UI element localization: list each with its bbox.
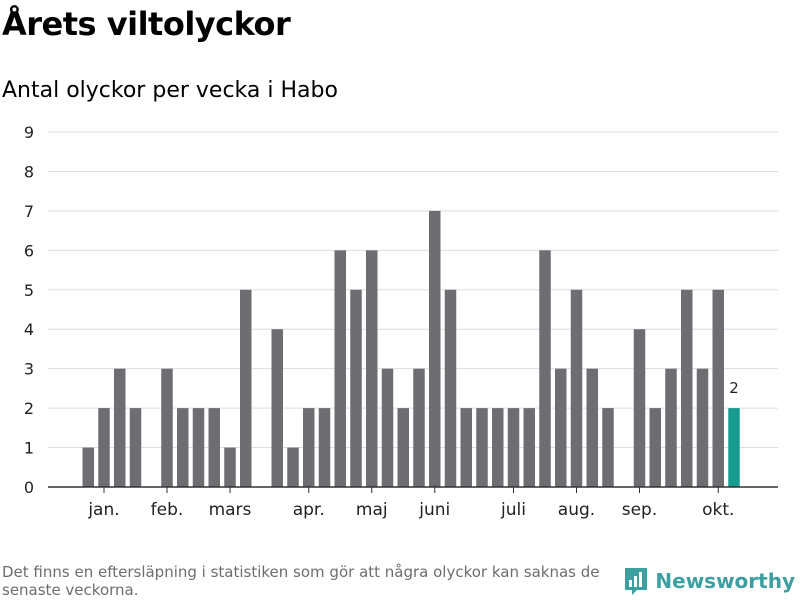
bar	[161, 368, 173, 487]
bar	[192, 408, 205, 487]
bar	[98, 408, 110, 487]
bar	[586, 368, 598, 487]
bar	[633, 329, 646, 487]
bar	[114, 368, 126, 487]
bar	[555, 368, 567, 487]
bar	[271, 329, 283, 487]
bar	[397, 408, 409, 487]
data-label: 2	[729, 379, 739, 397]
brand-logo[interactable]: Newsworthy	[623, 566, 795, 596]
x-tick-label: aug.	[558, 500, 595, 520]
bar	[240, 289, 252, 487]
bar-highlight	[728, 408, 740, 487]
bar	[507, 408, 520, 487]
bar	[318, 408, 331, 487]
bar	[381, 368, 394, 487]
bar	[681, 289, 693, 487]
newsworthy-logo-icon	[625, 568, 648, 595]
y-tick-label: 8	[24, 162, 34, 181]
chart-subtitle: Antal olyckor per vecka i Habo	[2, 78, 338, 103]
x-tick-label: jan.	[87, 500, 119, 520]
bar	[334, 250, 346, 487]
bar	[303, 408, 315, 487]
x-tick-label: sep.	[622, 500, 658, 520]
x-tick-label: juli	[500, 500, 526, 520]
brand-name: Newsworthy	[655, 569, 795, 593]
x-tick-label: feb.	[151, 500, 184, 520]
bar	[177, 408, 189, 487]
y-tick-label: 7	[24, 202, 34, 221]
y-tick-label: 3	[24, 360, 34, 379]
y-tick-label: 0	[24, 478, 34, 497]
chart-title: Årets viltolyckor	[2, 5, 291, 43]
bar	[366, 250, 378, 487]
bar	[460, 408, 472, 487]
bar	[287, 447, 299, 487]
bar	[208, 408, 220, 487]
y-tick-label: 6	[24, 241, 34, 260]
x-tick-label: apr.	[293, 500, 325, 520]
bar	[413, 368, 425, 487]
x-tick-label: juni	[418, 500, 450, 520]
bar	[523, 408, 535, 487]
bar	[649, 408, 661, 487]
bar	[224, 447, 236, 487]
footnote: Det finns en eftersläpning i statistiken…	[2, 563, 600, 599]
bar	[476, 408, 488, 487]
bar	[82, 447, 94, 487]
x-tick-label: okt.	[702, 500, 734, 520]
bar	[539, 250, 551, 487]
bar	[665, 368, 677, 487]
bar	[570, 289, 583, 487]
bar-chart: 0 1 2 3 4 5 6 7 8 9 2 jan. feb. mars apr. maj juni juli au…	[24, 123, 778, 520]
bar	[444, 289, 457, 487]
bar	[696, 368, 709, 487]
y-tick-label: 5	[24, 281, 34, 300]
bar	[350, 289, 362, 487]
x-tick-label: mars	[209, 500, 252, 520]
x-tick-label: maj	[356, 500, 388, 520]
bar	[129, 408, 142, 487]
y-tick-label: 4	[24, 320, 34, 339]
bar	[602, 408, 614, 487]
bar	[492, 408, 504, 487]
y-tick-label: 2	[24, 399, 34, 418]
y-tick-label: 1	[24, 439, 34, 458]
bar	[429, 210, 441, 487]
bar	[712, 289, 724, 487]
y-tick-label: 9	[24, 123, 34, 142]
